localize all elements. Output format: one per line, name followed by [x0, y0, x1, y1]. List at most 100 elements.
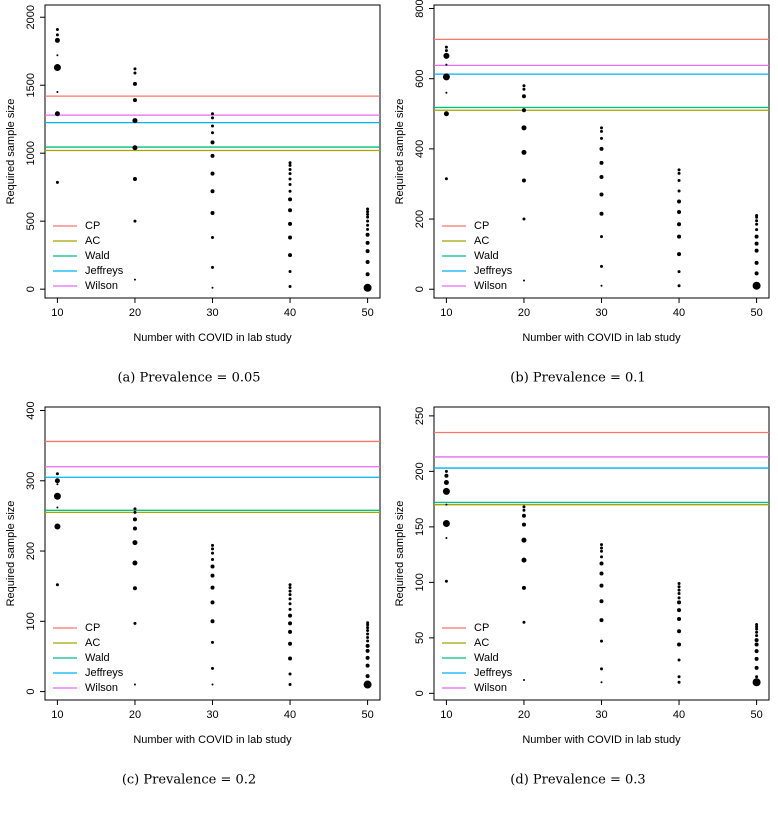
point: [363, 680, 372, 689]
point: [755, 627, 759, 631]
legend-label: Wilson: [474, 280, 507, 292]
y-axis-label: Required sample size: [5, 501, 17, 607]
legend-label: Wald: [474, 250, 499, 262]
point: [133, 71, 137, 75]
point: [600, 284, 603, 287]
point: [365, 674, 370, 679]
point: [444, 177, 448, 181]
point: [442, 73, 450, 81]
y-tick-label: 50: [414, 632, 426, 644]
y-axis-label: Required sample size: [394, 501, 406, 607]
y-axis-label: Required sample size: [5, 99, 17, 205]
y-tick-label: 0: [414, 690, 426, 696]
point: [211, 131, 214, 135]
point: [288, 597, 292, 601]
y-tick-label: 1000: [25, 141, 37, 165]
point: [210, 140, 215, 145]
point: [677, 199, 682, 204]
point: [132, 517, 137, 522]
point: [53, 492, 61, 500]
point: [366, 626, 370, 630]
point: [288, 161, 292, 165]
point: [521, 537, 527, 543]
point: [443, 479, 449, 485]
x-tick-label: 50: [361, 307, 373, 319]
point: [366, 212, 370, 216]
x-tick-label: 20: [518, 709, 530, 721]
point: [755, 219, 759, 223]
point: [754, 649, 759, 654]
y-tick-label: 1500: [25, 73, 37, 97]
point: [366, 623, 370, 627]
point: [288, 613, 293, 618]
point: [677, 210, 682, 215]
point: [444, 49, 448, 53]
legend-label: CP: [474, 622, 489, 634]
point: [366, 219, 370, 223]
point: [754, 260, 759, 265]
point: [521, 585, 526, 590]
point: [444, 579, 448, 583]
point: [600, 129, 603, 133]
point: [365, 272, 370, 277]
point: [288, 269, 292, 273]
legend-label: Wald: [85, 250, 110, 262]
point: [210, 211, 215, 216]
point: [288, 168, 292, 172]
point: [366, 227, 370, 231]
legend-label: AC: [85, 235, 100, 247]
caption: (c) Prevalence = 0.2: [122, 773, 256, 788]
x-tick-label: 30: [206, 709, 218, 721]
point: [599, 599, 604, 604]
point: [366, 210, 370, 214]
point: [210, 564, 215, 569]
point: [755, 215, 759, 219]
point: [288, 593, 292, 597]
panel: 10 20 30 40 50 0 200 400 600 800 Number with COVID…: [394, 0, 770, 386]
point: [522, 217, 526, 221]
point: [755, 623, 759, 627]
x-tick-label: 40: [284, 709, 296, 721]
x-tick-label: 30: [595, 709, 607, 721]
y-tick-label: 200: [25, 542, 37, 560]
point: [288, 656, 293, 661]
point: [677, 591, 681, 595]
point: [445, 536, 448, 539]
y-tick-label: 100: [414, 573, 426, 591]
point: [211, 116, 214, 120]
point: [365, 259, 370, 264]
x-tick-label: 30: [206, 307, 218, 319]
point: [522, 679, 525, 682]
x-tick-label: 20: [129, 307, 141, 319]
point: [521, 522, 526, 527]
point: [54, 523, 61, 530]
point: [133, 683, 136, 686]
y-tick-label: 200: [414, 210, 426, 228]
point: [211, 286, 214, 289]
point: [54, 111, 60, 117]
point: [133, 67, 137, 71]
point: [600, 555, 603, 559]
y-tick-label: 0: [25, 689, 37, 695]
point: [211, 551, 214, 555]
point: [521, 149, 527, 155]
point: [677, 168, 681, 172]
caption: (a) Prevalence = 0.05: [117, 371, 260, 386]
point: [363, 283, 372, 292]
point: [600, 667, 603, 671]
point: [600, 136, 603, 140]
point: [752, 678, 761, 687]
y-tick-label: 0: [25, 286, 37, 292]
point: [755, 222, 759, 226]
point: [132, 586, 137, 591]
point: [133, 621, 137, 625]
point: [288, 182, 292, 186]
legend-label: Wald: [474, 652, 499, 664]
x-tick-label: 50: [750, 307, 762, 319]
point: [132, 526, 137, 531]
point: [600, 264, 603, 268]
x-tick-label: 20: [518, 307, 530, 319]
point: [443, 111, 449, 117]
